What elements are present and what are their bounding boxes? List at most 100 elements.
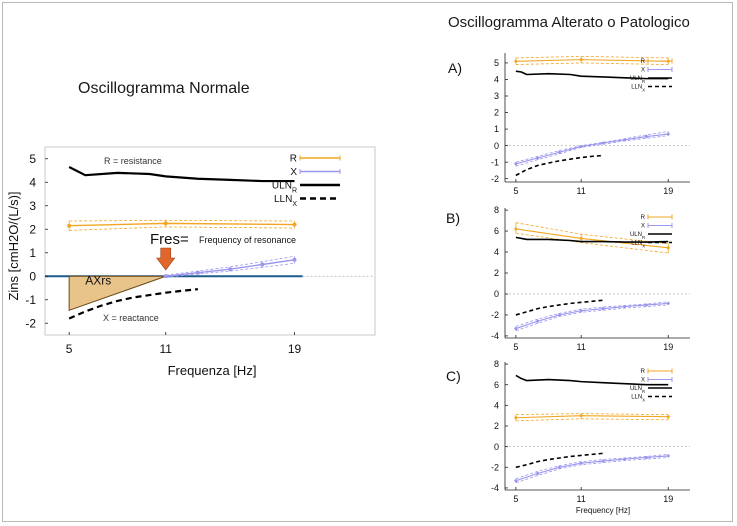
y-tick-label: 1 <box>29 246 36 260</box>
y-tick-label: -4 <box>491 331 499 341</box>
series-ULNR-line <box>515 374 669 386</box>
x-tick-label: 19 <box>663 186 673 196</box>
legend-label-LLNX: LLNX <box>631 395 645 403</box>
series-X-upper <box>515 453 669 480</box>
legend-subscript: R <box>642 79 645 84</box>
y-tick-label: -2 <box>491 462 499 472</box>
legend-subscript: X <box>642 243 645 248</box>
series-X-upper <box>515 131 669 163</box>
y-tick-label: 2 <box>494 268 499 278</box>
legend-label-X: X <box>290 167 297 178</box>
series-R-upper <box>69 219 295 222</box>
series-ULNR-line <box>515 70 669 80</box>
panel-letter-c: C) <box>446 368 461 384</box>
x-axis-label: Frequency [Hz] <box>576 506 630 515</box>
series-ULNR-line <box>68 165 295 183</box>
legend-label-X: X <box>641 224 645 230</box>
y-tick-label: -2 <box>491 174 499 184</box>
y-axis-label: Zins [cmH2O/(L/s)] <box>6 191 21 300</box>
legend-label-R: R <box>641 215 646 221</box>
fres-arrow <box>156 247 176 271</box>
legend-subscript: R <box>642 235 645 240</box>
series-R-lower <box>69 226 295 231</box>
legend-subscript: X <box>642 87 645 92</box>
series-R-line <box>515 415 669 419</box>
y-tick-label: -2 <box>25 316 36 330</box>
series-R-line <box>515 228 669 249</box>
series-X-upper <box>515 301 669 327</box>
annotation-fres: Fres= <box>150 231 189 248</box>
y-tick-label: 4 <box>494 75 499 85</box>
x-tick-label: 11 <box>577 494 586 504</box>
series-LLNX-line <box>515 452 604 469</box>
legend-label-R: R <box>290 154 297 165</box>
legend-label-X: X <box>641 68 645 74</box>
series-LLNX-line <box>515 154 604 177</box>
x-tick-label: 19 <box>663 342 673 352</box>
legend-label-LLNX: LLNX <box>274 194 297 208</box>
series-X-lower <box>165 262 295 278</box>
y-tick-label: 0 <box>494 289 499 299</box>
legend-label-R: R <box>641 59 646 65</box>
y-tick-label: 8 <box>494 205 499 215</box>
legend-label-R: R <box>641 369 646 375</box>
panel-letter-b: B) <box>446 210 460 226</box>
series-X-lower <box>515 135 669 167</box>
legend-label-ULNR: ULNR <box>630 76 645 84</box>
y-tick-label: 4 <box>29 175 36 189</box>
y-tick-label: 4 <box>494 247 499 257</box>
y-tick-label: 6 <box>494 226 499 236</box>
legend-subscript: X <box>292 201 297 208</box>
series-X-lower <box>515 304 669 332</box>
y-tick-label: -1 <box>25 293 36 307</box>
y-tick-label: 0 <box>29 269 36 283</box>
legend-subscript: X <box>642 397 645 402</box>
y-tick-label: -2 <box>491 310 499 320</box>
panel-letter-a: A) <box>448 60 462 76</box>
legend-label-ULNR: ULNR <box>272 181 297 195</box>
x-tick-label: 5 <box>66 342 73 356</box>
y-tick-label: 2 <box>494 108 499 118</box>
y-tick-label: 8 <box>494 359 499 369</box>
series-X-line <box>515 455 669 482</box>
series-R-upper <box>515 413 669 416</box>
x-tick-label: 5 <box>513 494 518 504</box>
y-tick-label: 4 <box>494 401 499 411</box>
series-R-lower <box>515 232 669 254</box>
y-tick-label: 5 <box>29 152 36 166</box>
series-R-lower <box>515 418 669 422</box>
y-tick-label: 0 <box>494 141 499 151</box>
x-tick-label: 19 <box>663 494 673 504</box>
series-LLNX-line <box>515 299 604 316</box>
series-X-line <box>515 302 669 330</box>
series-X-upper <box>165 255 295 276</box>
chart-normal: 5 4 3 2 1 0 -1 -2 5 11 19 Frequenza [Hz] Zins [cmH2O… <box>6 146 376 378</box>
series-R-upper <box>515 55 669 59</box>
y-tick-label: -1 <box>491 157 499 167</box>
x-tick-label: 19 <box>288 342 302 356</box>
y-tick-label: 5 <box>494 58 499 68</box>
x-tick-label: 11 <box>577 342 586 352</box>
annotation-reactance: X = reactance <box>103 313 159 323</box>
series-R-line <box>69 222 295 227</box>
x-tick-label: 5 <box>513 342 518 352</box>
y-tick-label: 0 <box>494 442 499 452</box>
legend-subscript: R <box>292 187 297 194</box>
plot-area <box>44 146 376 336</box>
y-tick-label: -4 <box>491 483 499 493</box>
y-tick-label: 6 <box>494 380 499 390</box>
legend-label-X: X <box>641 378 645 384</box>
x-tick-label: 5 <box>513 186 518 196</box>
series-R-upper <box>515 222 669 245</box>
series-X-line <box>515 133 669 165</box>
axrs-area <box>68 275 166 312</box>
legend-label-ULNR: ULNR <box>630 386 645 394</box>
axrs-label: AXrs <box>85 273 111 287</box>
y-tick-label: 2 <box>29 222 36 236</box>
series-R-line <box>515 59 669 62</box>
